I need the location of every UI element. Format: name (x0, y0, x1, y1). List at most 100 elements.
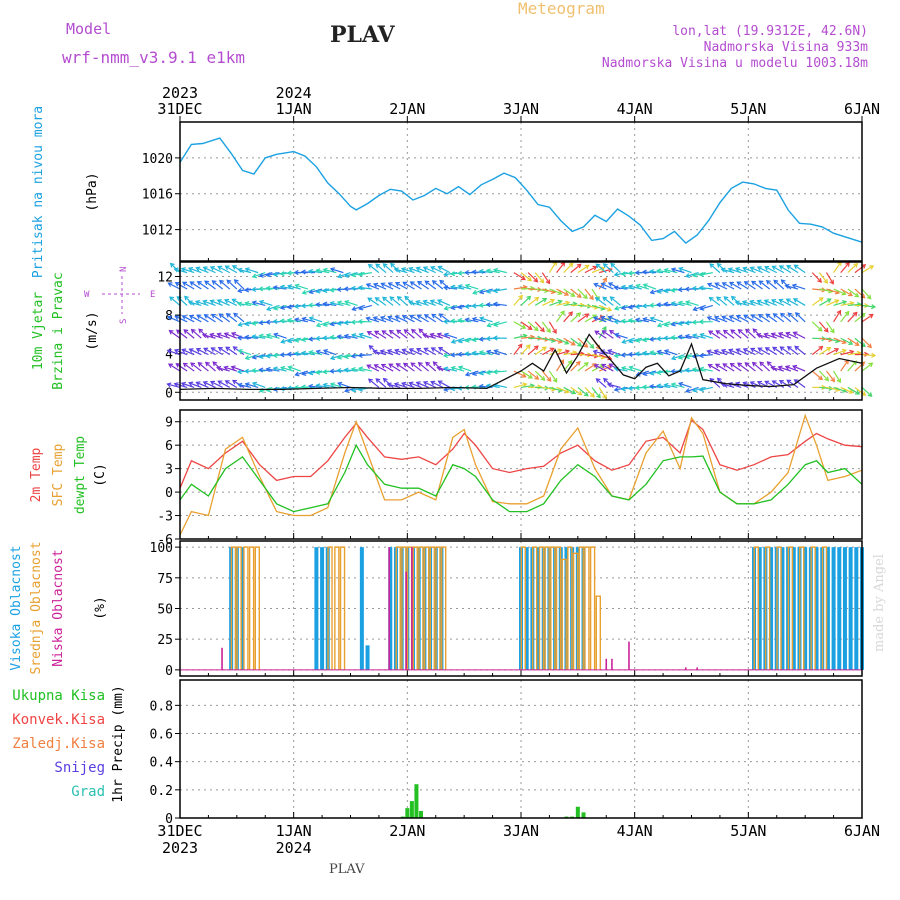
cloud-bar (567, 546, 573, 670)
cloud-bar (221, 647, 223, 670)
cloud-bar (791, 547, 796, 670)
wind-speed-line (179, 333, 863, 391)
cloud-bar (555, 546, 562, 670)
year-label-bottom: 2024 (276, 839, 312, 857)
cloud-bar (572, 552, 579, 670)
compass-south: S (119, 319, 129, 324)
year-label-bottom: 2023 (162, 839, 198, 857)
x-tick-label-bottom: 2JAN (389, 822, 425, 840)
panel-frame (179, 121, 863, 262)
x-tick-label-top: 6JAN (844, 100, 880, 118)
y-tick-label: 25 (157, 633, 173, 648)
panel-bg (180, 122, 862, 261)
panel-frame (179, 540, 863, 677)
cloud-bar (536, 547, 541, 670)
compass-north: N (119, 267, 129, 272)
wind-title-2: Brzina i Pravac (51, 272, 66, 389)
precip-bar (575, 806, 580, 818)
precip-bar (418, 810, 423, 818)
precip-bar (409, 801, 414, 818)
cloud-bar (388, 547, 393, 670)
y-tick-label: 3 (165, 463, 173, 478)
cloud-bar (825, 547, 830, 670)
cloud-bar (243, 546, 249, 670)
cloud-bar (814, 547, 819, 670)
cloud-bar (230, 546, 237, 670)
y-tick-label: -6 (157, 533, 173, 548)
cloud-bar (334, 546, 340, 670)
x-tick-label-bottom: 31DEC (157, 822, 202, 840)
y-tick-label: 0.8 (150, 699, 173, 714)
temp-label-sfc: SFC Temp (51, 444, 66, 507)
cloud-label-mid: Srednja Oblacnost (29, 541, 44, 674)
temperature-series-2 (179, 443, 863, 513)
cloud-bar (595, 595, 601, 670)
cloud-bar (429, 546, 436, 670)
y-tick-label: 1016 (142, 188, 173, 203)
y-tick-label: 0 (165, 386, 173, 401)
cloud-bar (395, 546, 401, 670)
cloud-bar (696, 667, 698, 670)
cloud-bar (753, 546, 759, 670)
cloud-bar (441, 546, 447, 670)
y-tick-label: 1020 (142, 152, 173, 167)
y-tick-label: -3 (157, 510, 173, 525)
y-tick-label: 1012 (142, 224, 173, 239)
cloud-bar (254, 546, 260, 670)
cloud-bar (769, 547, 774, 670)
model-elevation-label: Nadmorska Visina u modelu 1003.18m (601, 56, 868, 71)
panel-bg (180, 680, 862, 818)
precip-legend-1: Konvek.Kisa (12, 712, 105, 728)
x-tick-label-top: 31DEC (157, 100, 202, 118)
cloud-bar (578, 546, 584, 670)
year-label-top: 2023 (162, 84, 198, 102)
cloud-bar (314, 547, 319, 670)
cloud-bar (520, 546, 526, 670)
lonlat-label: lon,lat (19.9312E, 42.6N) (672, 24, 868, 39)
model-label: Model (66, 20, 112, 38)
credit-label: made by Angel (872, 554, 887, 652)
y-tick-label: 75 (157, 572, 173, 587)
cloud-bar (831, 547, 836, 670)
cloud-bar (848, 547, 853, 670)
cloud-bar (240, 547, 245, 670)
cloud-bar (339, 546, 346, 670)
y-tick-label: 0 (165, 812, 173, 827)
y-tick-label: 6 (165, 439, 173, 454)
cloud-bar (589, 546, 596, 670)
x-tick-label-top: 5JAN (730, 100, 766, 118)
compass-east: E (150, 290, 155, 300)
cloud-label-low: Niska Oblacnost (51, 549, 66, 666)
temp-label-2m: 2m Temp (29, 447, 44, 502)
elevation-label: Nadmorska Visina 933m (703, 40, 868, 55)
cloud-bar (757, 547, 762, 670)
y-tick-label: 0.6 (150, 728, 173, 743)
cloud-bar (327, 546, 333, 670)
x-tick-label-top: 3JAN (503, 100, 539, 118)
cloud-bar (412, 546, 418, 670)
precip-legend-3: Snijeg (54, 760, 105, 776)
y-tick-label: 0.4 (150, 756, 174, 771)
y-tick-label: 12 (157, 270, 173, 285)
cloud-label-high: Visoka Oblacnost (9, 545, 24, 670)
cloud-bar (787, 546, 794, 670)
station-title: PLAV (330, 22, 395, 48)
x-tick-label-top: 4JAN (617, 100, 653, 118)
x-tick-label-top: 2JAN (389, 100, 425, 118)
precip-legend-0: Ukupna Kisa (12, 688, 105, 704)
cloud-bar (236, 546, 242, 670)
precip-legend-2: Zaledj.Kisa (12, 736, 105, 752)
cloud-bar (685, 667, 687, 670)
temperature-series-1 (179, 413, 863, 536)
precip-bar (414, 784, 419, 818)
cloud-bar (605, 658, 608, 670)
temp-ylabel: (C) (93, 463, 108, 486)
x-tick-label-bottom: 6JAN (844, 822, 880, 840)
y-tick-label: 0 (165, 664, 173, 679)
footer-station: PLAV (329, 862, 365, 877)
temperature-series-0 (179, 419, 863, 489)
cloud-bar (405, 571, 407, 670)
wind-ylabel: (m/s) (85, 311, 100, 350)
y-tick-label: 9 (165, 416, 173, 431)
